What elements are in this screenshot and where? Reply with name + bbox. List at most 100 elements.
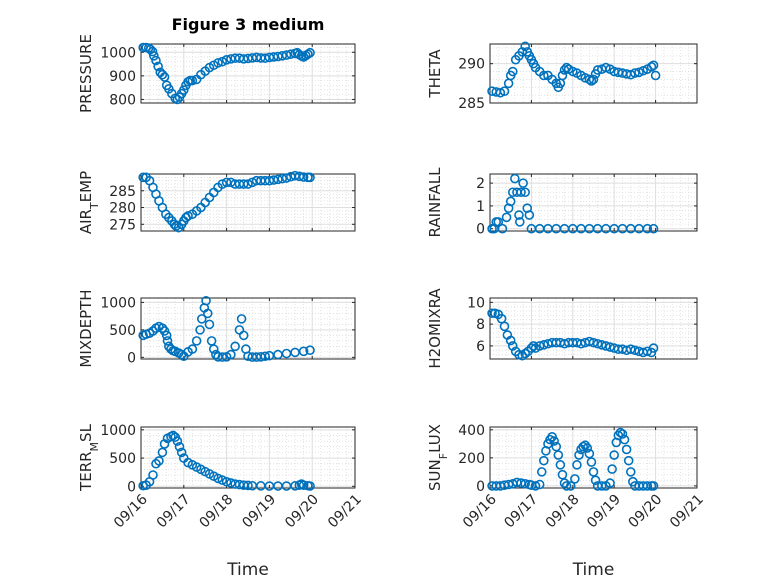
data-point: [582, 443, 593, 453]
data-point: [514, 210, 524, 220]
data-point: [176, 447, 187, 458]
subplot-4: 0 1 2 RAINFALL: [426, 167, 698, 238]
y-tick-label: 0: [476, 222, 485, 238]
y-tick-label: 1: [476, 199, 485, 215]
data-point: [615, 427, 626, 438]
y-axis-label-rest: LUX: [426, 424, 444, 453]
data-point: [534, 479, 545, 490]
data-point: [499, 86, 510, 96]
data-point: [510, 173, 520, 184]
data-point: [539, 455, 549, 466]
y-axis-label-main: PRESSURE: [77, 34, 95, 113]
data-point: [217, 179, 228, 189]
x-tick-label: 09/18: [543, 492, 583, 532]
data-point: [303, 49, 313, 59]
x-tick-label: 09/20: [626, 492, 666, 532]
x-tick-label: 09/19: [239, 492, 279, 532]
y-tick-label: 1000: [100, 423, 136, 439]
data-point: [561, 481, 572, 491]
y-axis-label-main: THETA: [426, 49, 444, 99]
data-point: [187, 344, 198, 354]
data-point: [642, 223, 653, 234]
y-axis-label: PRESSURE: [77, 34, 95, 113]
data-point: [217, 475, 228, 485]
data-point: [221, 55, 232, 65]
data-point: [493, 217, 504, 227]
data-point: [588, 467, 599, 477]
data-point: [517, 47, 528, 57]
data-point: [230, 341, 240, 352]
data-point: [505, 335, 516, 346]
y-tick-label: 1000: [100, 295, 136, 311]
data-point: [204, 319, 215, 330]
data-point: [183, 211, 193, 221]
data-point: [487, 308, 497, 319]
data-point: [621, 444, 632, 455]
x-tick-label: 09/21: [667, 492, 707, 532]
data-point: [648, 60, 659, 71]
chart-title: Figure 3 medium: [172, 15, 325, 34]
data-point: [238, 330, 249, 341]
y-tick-label: 500: [109, 323, 136, 339]
y-tick-label: 275: [109, 217, 136, 233]
y-tick-label: 900: [109, 69, 136, 85]
y-axis-label-main: H2OMIXRA: [426, 288, 444, 369]
data-point: [213, 58, 223, 68]
data-point: [217, 352, 228, 362]
data-point: [584, 74, 595, 85]
subplot-1: 800 900 1000 PRESSURE Figure 3 medium: [77, 15, 356, 113]
y-tick-label: 0: [127, 350, 136, 366]
axes-background: [141, 427, 355, 488]
data-point: [157, 447, 168, 458]
data-point: [526, 343, 537, 353]
data-point: [630, 345, 640, 356]
data-point: [574, 450, 584, 460]
x-tick-label: 09/17: [501, 492, 541, 532]
y-tick-label: 10: [467, 295, 485, 311]
y-axis-label: THETA: [426, 49, 444, 99]
data-point: [305, 481, 315, 491]
data-point: [646, 62, 657, 72]
data-point: [609, 450, 620, 460]
data-point: [642, 481, 653, 491]
y-axis-label-rest: SL: [77, 423, 95, 442]
data-point: [576, 338, 586, 349]
y-tick-label: 8: [476, 317, 485, 333]
data-point: [499, 321, 510, 332]
x-axis-label: Time: [572, 560, 615, 580]
y-tick-label: 0: [476, 479, 485, 495]
data-point: [592, 338, 603, 349]
data-point: [617, 429, 628, 439]
y-axis-label-main: SUN: [426, 459, 444, 491]
y-axis-label-rest: EMP: [77, 171, 95, 202]
axes-box: [489, 43, 698, 104]
data-point: [551, 441, 562, 452]
data-point: [555, 460, 566, 470]
data-point: [515, 217, 525, 227]
data-point: [164, 84, 174, 94]
data-point: [221, 177, 232, 188]
y-tick-label: 400: [458, 423, 485, 439]
data-point: [590, 475, 601, 486]
data-point: [648, 343, 659, 353]
data-point: [157, 323, 168, 334]
data-point: [650, 70, 661, 81]
data-point: [161, 330, 172, 341]
data-point: [518, 178, 528, 188]
data-point: [592, 65, 603, 75]
subplot-5: 0 500 1000 MIXDEPTH: [77, 289, 356, 368]
data-point: [549, 436, 559, 446]
data-point: [596, 340, 607, 350]
data-point: [157, 69, 168, 80]
data-point: [151, 55, 161, 66]
data-point: [516, 187, 526, 198]
data-point: [539, 70, 549, 81]
y-tick-label: 500: [109, 451, 136, 467]
data-point: [536, 467, 547, 477]
subplot-6: 6 8 10 H2OMIXRA: [426, 288, 698, 369]
data-point: [174, 441, 185, 452]
data-point: [298, 172, 309, 182]
data-point: [625, 344, 636, 354]
